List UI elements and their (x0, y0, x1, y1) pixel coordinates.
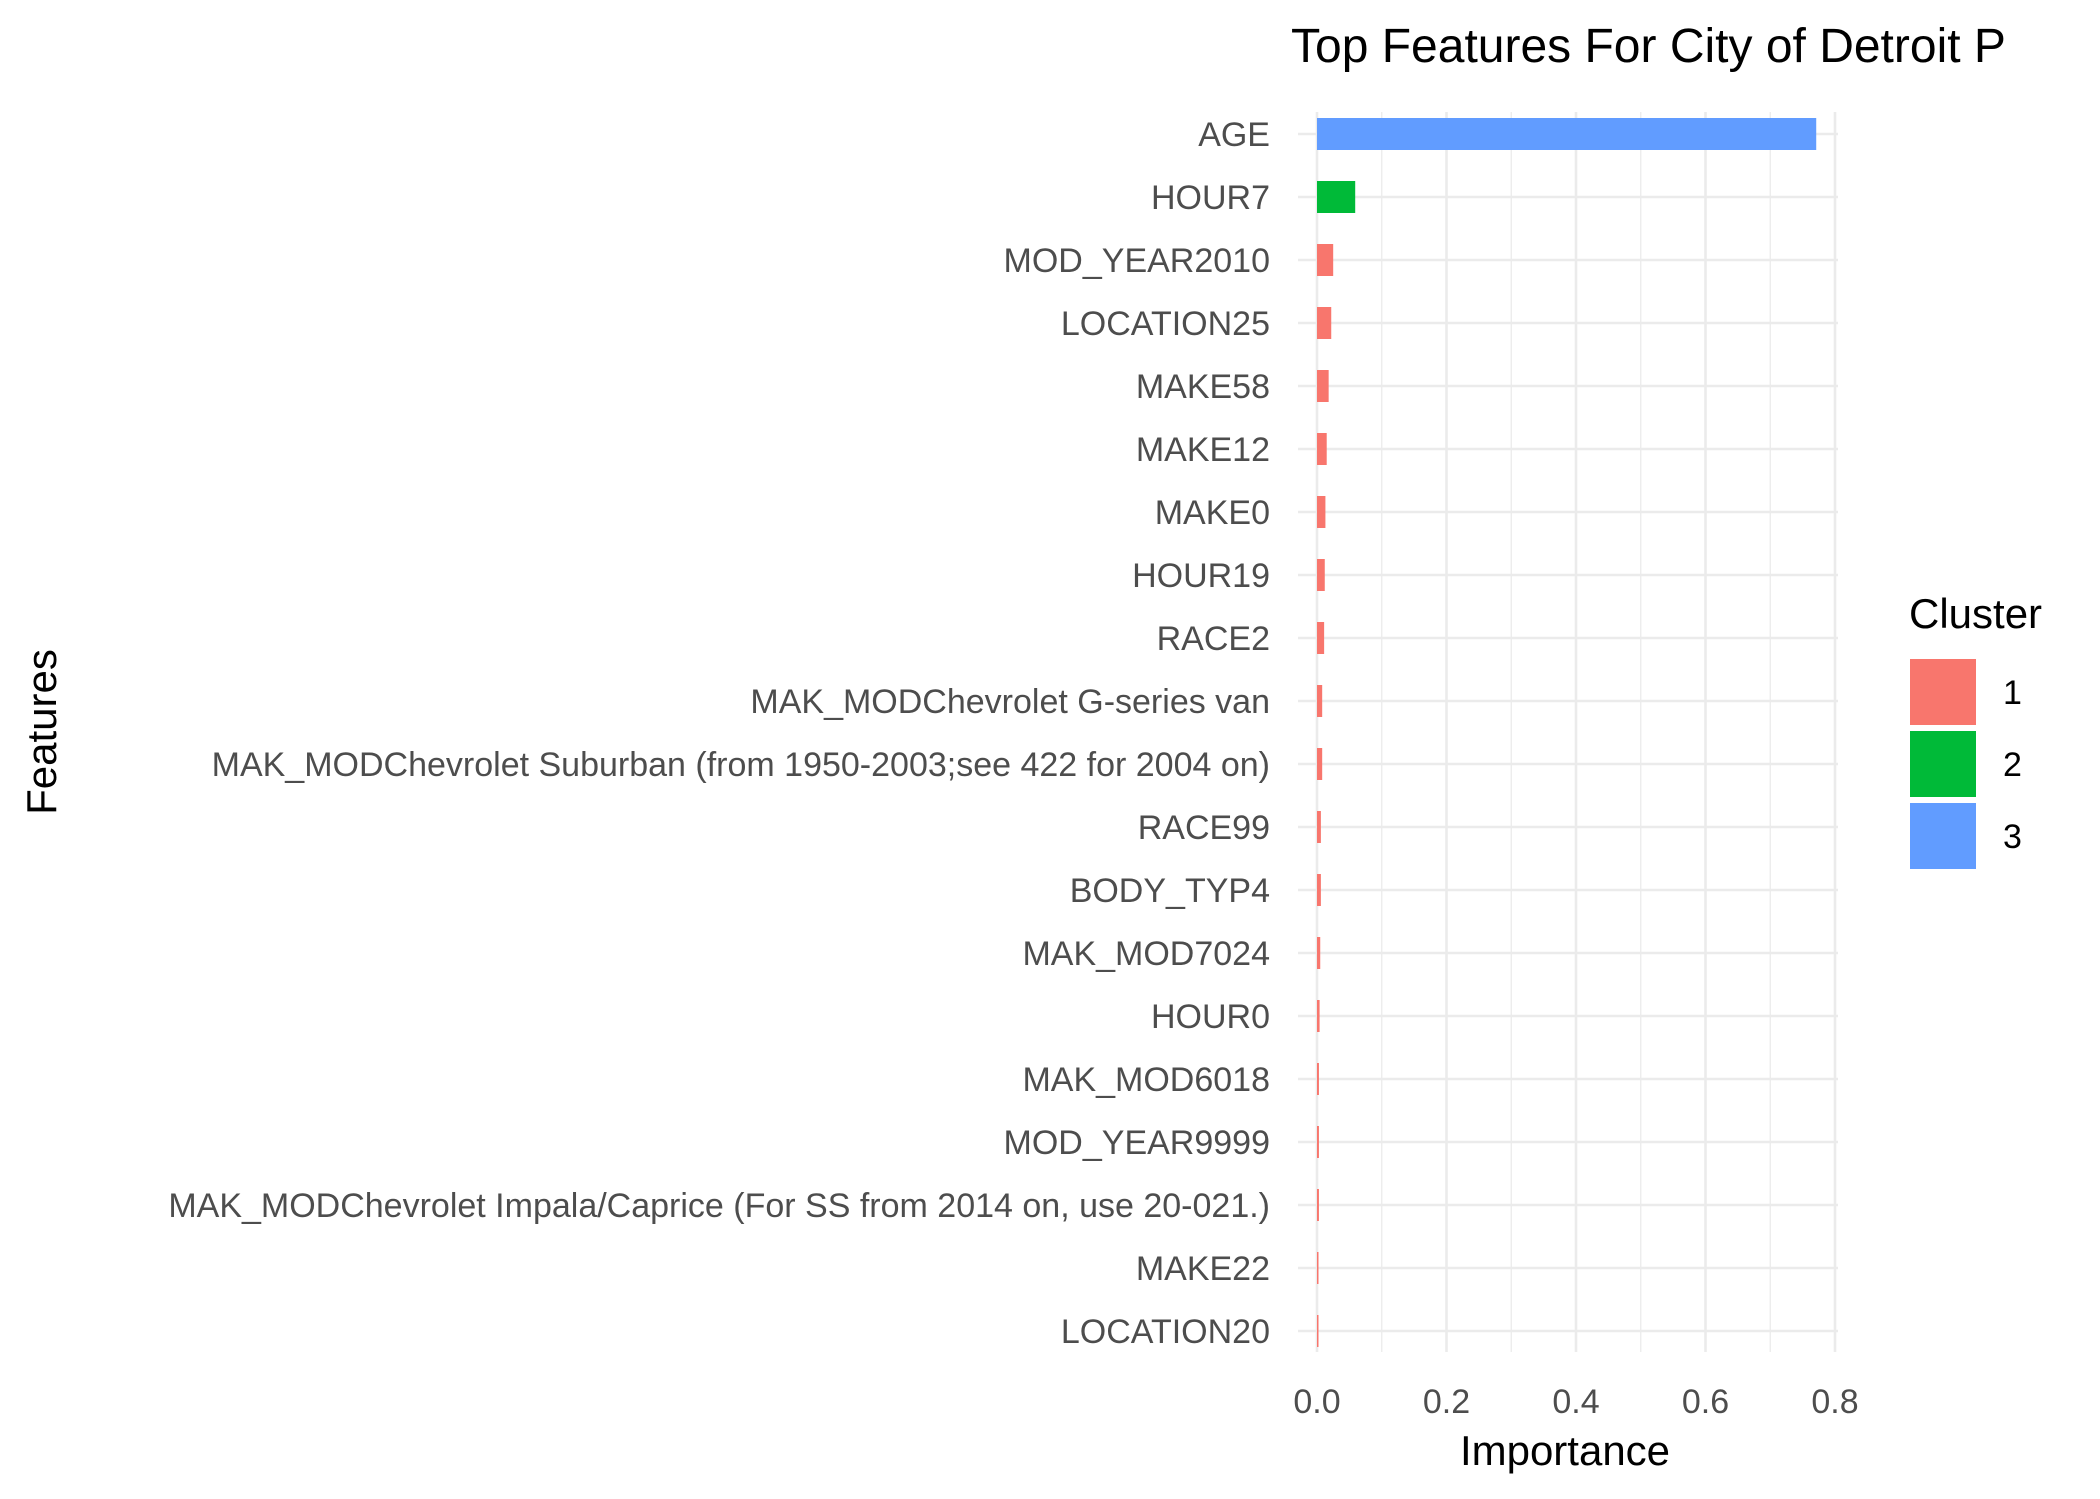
x-tick-label: 0.2 (1423, 1383, 1470, 1421)
y-tick-label: RACE99 (1138, 809, 1270, 847)
bar (1317, 370, 1329, 402)
x-tick-labels: 0.0 0.2 0.4 0.6 0.8 (1293, 1383, 1858, 1421)
y-tick-label: MAK_MOD6018 (1022, 1061, 1270, 1099)
grid-lines (1298, 112, 1838, 1352)
x-tick-label: 0.4 (1552, 1383, 1599, 1421)
y-tick-label: HOUR19 (1132, 557, 1270, 595)
bar (1317, 181, 1356, 213)
y-tick-label: BODY_TYP4 (1070, 872, 1270, 910)
y-tick-label: MAK_MODChevrolet Impala/Caprice (For SS … (168, 1187, 1270, 1225)
y-tick-label: MAK_MODChevrolet G-series van (750, 683, 1270, 721)
legend: Cluster 1 2 3 (1909, 590, 2042, 869)
y-tick-label: MAKE58 (1136, 368, 1270, 406)
legend-title: Cluster (1909, 590, 2042, 637)
y-tick-label: MAKE12 (1136, 431, 1270, 469)
legend-items: 1 2 3 (1910, 659, 2022, 869)
y-tick-label: MAKE22 (1136, 1250, 1270, 1288)
bar (1317, 496, 1326, 528)
legend-key-swatch (1910, 731, 1976, 797)
y-axis-title: Features (18, 649, 65, 815)
x-tick-label: 0.6 (1682, 1383, 1729, 1421)
x-axis-title: Importance (1460, 1427, 1670, 1474)
y-tick-label: LOCATION20 (1061, 1313, 1270, 1351)
bar (1317, 1189, 1319, 1221)
bar (1317, 1126, 1319, 1158)
bar (1317, 1315, 1319, 1347)
bar (1317, 937, 1321, 969)
y-tick-label: MOD_YEAR9999 (1004, 1124, 1270, 1162)
y-tick-label: HOUR7 (1151, 179, 1270, 217)
y-tick-label: RACE2 (1157, 620, 1270, 658)
bars (1317, 118, 1817, 1347)
legend-key-label: 1 (2003, 674, 2022, 712)
bar (1317, 1252, 1319, 1284)
legend-key-label: 2 (2003, 746, 2022, 784)
bar (1317, 559, 1325, 591)
x-tick-label: 0.8 (1811, 1383, 1858, 1421)
y-tick-label: LOCATION25 (1061, 305, 1270, 343)
bar (1317, 433, 1327, 465)
bar (1317, 1063, 1319, 1095)
bar (1317, 307, 1332, 339)
bar (1317, 1000, 1320, 1032)
y-tick-label: HOUR0 (1151, 998, 1270, 1036)
y-tick-label: AGE (1198, 116, 1270, 154)
bar (1317, 874, 1321, 906)
y-tick-label: MAK_MOD7024 (1022, 935, 1270, 973)
chart-title: Top Features For City of Detroit P (1291, 20, 2006, 73)
bar (1317, 244, 1334, 276)
legend-key-swatch (1910, 659, 1976, 725)
y-tick-label: MAK_MODChevrolet Suburban (from 1950-200… (212, 746, 1270, 784)
legend-key-label: 3 (2003, 818, 2022, 856)
y-tick-labels: AGE HOUR7 MOD_YEAR2010 LOCATION25 MAKE58 MAKE… (168, 116, 1270, 1351)
legend-key-swatch (1910, 803, 1976, 869)
bar (1317, 748, 1323, 780)
x-tick-label: 0.0 (1293, 1383, 1340, 1421)
bar (1317, 811, 1321, 843)
y-tick-label: MOD_YEAR2010 (1004, 242, 1270, 280)
bar (1317, 622, 1325, 654)
y-tick-label: MAKE0 (1155, 494, 1270, 532)
bar (1317, 118, 1817, 150)
bar (1317, 685, 1323, 717)
